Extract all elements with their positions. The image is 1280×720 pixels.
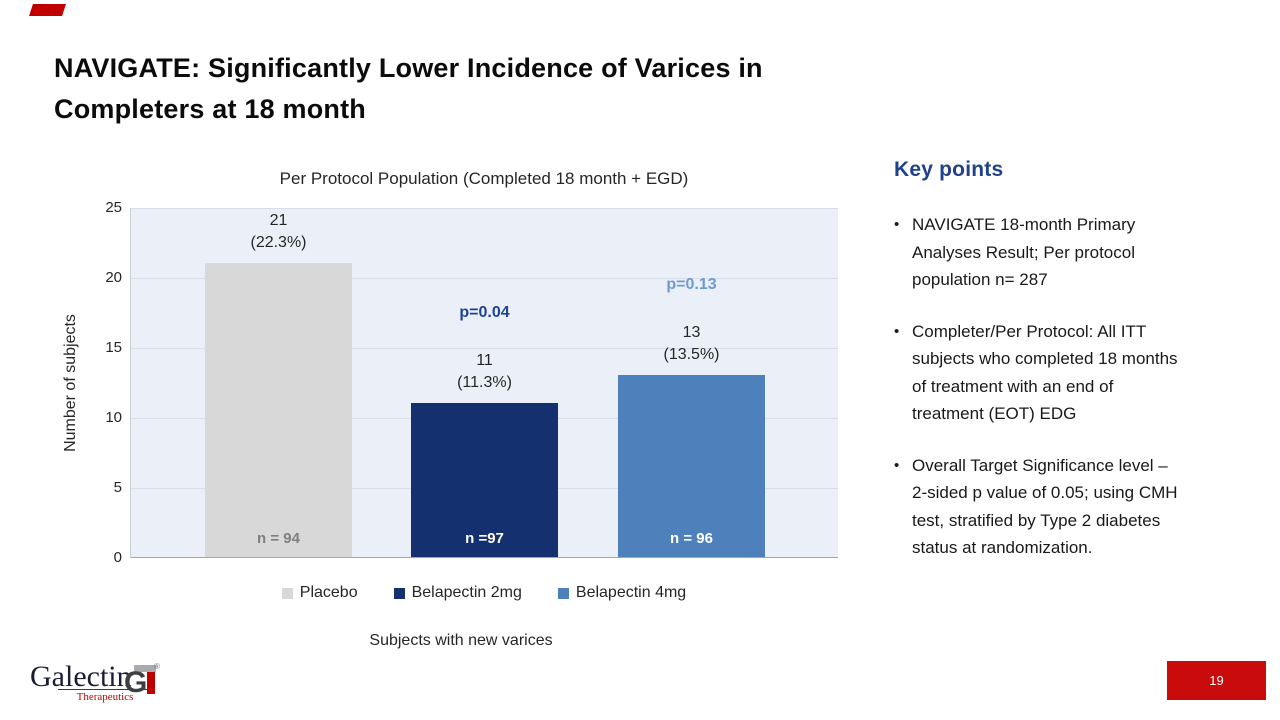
legend-swatch-belapectin-4mg (557, 587, 569, 599)
slide-title-line1: NAVIGATE: Significantly Lower Incidence … (54, 53, 763, 83)
galectin-logo: Galectin Therapeutics G ® (28, 660, 178, 715)
chart-title: Per Protocol Population (Completed 18 mo… (279, 169, 689, 188)
slide-title-line2: Completers at 18 month (54, 94, 366, 124)
y-axis-title: Number of subjects (62, 314, 79, 452)
p-value-label-4mg: p=0.13 (666, 276, 717, 293)
bar-group-placebo: 21 (22.3%) n = 94 (205, 208, 352, 557)
legend-item-belapectin-4mg: Belapectin 4mg (557, 584, 687, 602)
chart-legend: Placebo Belapectin 2mg Belapectin 4mg (130, 584, 838, 602)
registered-mark: ® (154, 662, 160, 671)
legend-swatch-placebo (281, 587, 293, 599)
value-count: 13 (682, 324, 701, 341)
gridline-15 (131, 348, 838, 349)
legend-label-placebo: Placebo (299, 584, 358, 601)
legend-item-placebo: Placebo (281, 584, 358, 602)
legend-label-belapectin-2mg: Belapectin 2mg (411, 584, 522, 601)
logo-gt-monogram-icon: G (124, 665, 156, 697)
legend-item-belapectin-2mg: Belapectin 2mg (393, 584, 522, 602)
value-percent: (13.5%) (663, 346, 720, 363)
x-axis-title: Subjects with new varices (369, 632, 553, 649)
logo-name: Galectin (30, 660, 132, 693)
corner-accent-shape (29, 4, 66, 16)
y-tick-15: 15 (105, 339, 122, 356)
value-count: 21 (269, 212, 288, 229)
n-label-placebo: n = 94 (257, 530, 300, 547)
key-point-bullet-3: • Overall Target Significance level – 2-… (894, 452, 1186, 562)
n-label-4mg: n = 96 (670, 530, 713, 547)
p-value-label-2mg: p=0.04 (459, 304, 510, 321)
page-number: 19 (1209, 673, 1224, 688)
bar-group-belapectin-4mg: p=0.13 13 (13.5%) n = 96 (618, 208, 765, 557)
bar-value-label-4mg: 13 (13.5%) (618, 322, 765, 366)
bar-belapectin-2mg (411, 403, 558, 557)
value-percent: (11.3%) (457, 374, 512, 391)
gridline-25 (131, 208, 838, 209)
bullet-icon: • (894, 456, 900, 474)
y-tick-5: 5 (113, 479, 122, 496)
key-point-text-1: NAVIGATE 18-month Primary Analyses Resul… (912, 215, 1136, 289)
bar-value-label-placebo: 21 (22.3%) (205, 210, 352, 254)
slide-title: NAVIGATE: Significantly Lower Incidence … (54, 48, 884, 130)
key-point-text-3: Overall Target Significance level – 2-si… (912, 455, 1178, 558)
bullet-icon: • (894, 322, 900, 340)
gridline-20 (131, 278, 838, 279)
key-point-bullet-2: • Completer/Per Protocol: All ITT subjec… (894, 318, 1186, 428)
bullet-icon: • (894, 216, 900, 233)
bar-belapectin-4mg (618, 375, 765, 557)
y-tick-0: 0 (113, 549, 122, 566)
value-count: 11 (476, 352, 493, 369)
page-number-box: 19 (1167, 661, 1266, 700)
bar-placebo (205, 263, 352, 557)
y-tick-20: 20 (105, 269, 122, 286)
logo-subtitle: Therapeutics (58, 689, 152, 703)
y-tick-25: 25 (105, 199, 122, 216)
bar-group-belapectin-2mg: p=0.04 11 (11.3%) n =97 (411, 208, 558, 557)
y-tick-10: 10 (105, 409, 122, 426)
value-percent: (22.3%) (250, 234, 307, 251)
key-point-text-2: Completer/Per Protocol: All ITT subjects… (912, 321, 1178, 424)
legend-swatch-belapectin-2mg (393, 587, 405, 599)
key-points-header: Key points (894, 158, 1004, 181)
key-point-bullet-1: • NAVIGATE 18-month Primary Analyses Res… (894, 211, 1186, 294)
plot-area: 21 (22.3%) n = 94 p=0.04 11 (11.3%) n =97 … (130, 208, 838, 558)
legend-label-belapectin-4mg: Belapectin 4mg (575, 584, 687, 601)
key-points-panel: • NAVIGATE 18-month Primary Analyses Res… (894, 211, 1186, 586)
svg-text:G: G (124, 666, 147, 697)
n-label-2mg: n =97 (465, 530, 504, 547)
bar-value-label-2mg: 11 (11.3%) (411, 350, 558, 394)
